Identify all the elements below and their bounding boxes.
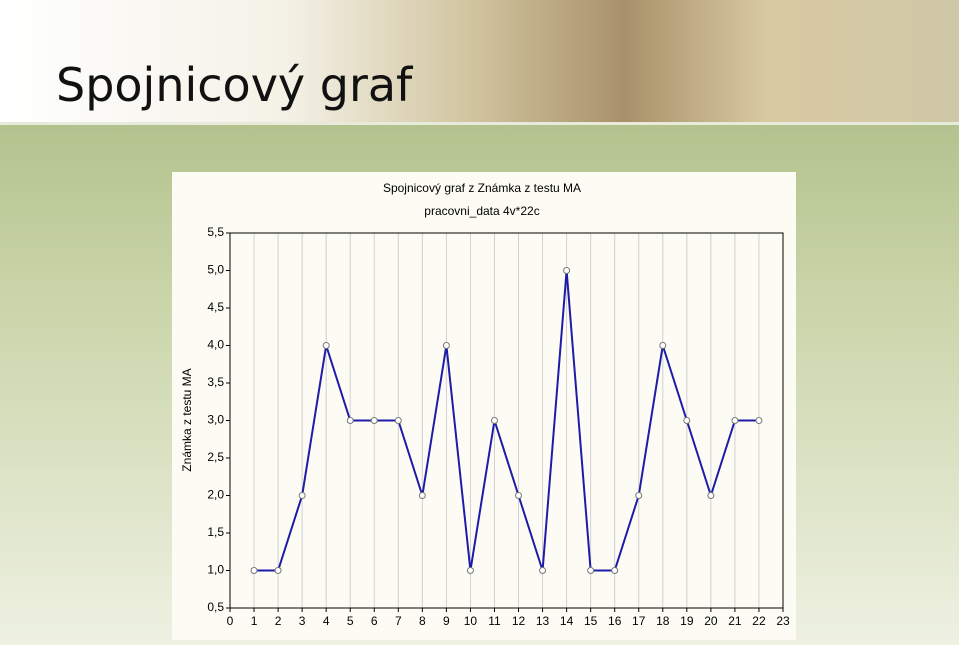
- x-tick-label: 9: [443, 614, 450, 628]
- x-tick-label: 18: [656, 614, 670, 628]
- x-tick-label: 2: [275, 614, 282, 628]
- data-point: [587, 567, 595, 574]
- data-point: [490, 417, 498, 424]
- x-tick-label: 6: [371, 614, 378, 628]
- x-tick-label: 13: [536, 614, 550, 628]
- data-point: [442, 342, 450, 349]
- y-tick-label: 3,5: [207, 375, 224, 389]
- data-line: [254, 270, 759, 572]
- x-tick-label: 16: [608, 614, 622, 628]
- y-axis-label: Známka z testu MA: [180, 368, 194, 471]
- data-point: [563, 267, 571, 274]
- plot-frame: [229, 232, 784, 609]
- data-point: [707, 492, 715, 499]
- x-tick-label: 1: [251, 614, 258, 628]
- x-tick-label: 10: [464, 614, 478, 628]
- data-point: [755, 417, 763, 424]
- data-point: [298, 492, 306, 499]
- data-point: [274, 567, 282, 574]
- data-point: [322, 342, 330, 349]
- x-tick-label: 15: [584, 614, 598, 628]
- x-tick-label: 0: [227, 614, 234, 628]
- y-tick-label: 2,0: [207, 488, 224, 502]
- y-tick-label: 0,5: [207, 600, 224, 614]
- y-tick-label: 5,0: [207, 263, 224, 277]
- y-tick-label: 1,5: [207, 525, 224, 539]
- data-point: [250, 567, 258, 574]
- y-tick-label: 1,0: [207, 563, 224, 577]
- x-tick-label: 8: [419, 614, 426, 628]
- data-point: [370, 417, 378, 424]
- data-point: [539, 567, 547, 574]
- x-tick-label: 21: [728, 614, 742, 628]
- x-tick-label: 11: [488, 614, 501, 628]
- x-tick-label: 20: [704, 614, 718, 628]
- slide-title: Spojnicový graf: [56, 58, 413, 112]
- data-point: [659, 342, 667, 349]
- data-point: [418, 492, 426, 499]
- data-point: [346, 417, 354, 424]
- x-tick-label: 19: [680, 614, 694, 628]
- y-tick-label: 4,0: [207, 338, 224, 352]
- x-tick-label: 4: [323, 614, 330, 628]
- x-tick-label: 23: [776, 614, 790, 628]
- x-tick-label: 14: [560, 614, 574, 628]
- data-point: [515, 492, 523, 499]
- header-banner: [0, 0, 959, 125]
- data-point: [731, 417, 739, 424]
- y-tick-label: 3,0: [207, 413, 224, 427]
- x-tick-label: 3: [299, 614, 306, 628]
- y-tick-label: 4,5: [207, 300, 224, 314]
- x-tick-label: 12: [512, 614, 526, 628]
- x-tick-label: 17: [632, 614, 646, 628]
- data-point: [394, 417, 402, 424]
- x-tick-label: 5: [347, 614, 354, 628]
- y-tick-label: 5,5: [207, 225, 224, 239]
- chart-title: Spojnicový graf z Známka z testu MA: [383, 181, 581, 195]
- data-point: [611, 567, 619, 574]
- y-tick-label: 2,5: [207, 450, 224, 464]
- x-tick-label: 7: [395, 614, 402, 628]
- data-point: [466, 567, 474, 574]
- data-point: [683, 417, 691, 424]
- data-point: [635, 492, 643, 499]
- chart-panel: [172, 172, 796, 640]
- x-tick-label: 22: [752, 614, 766, 628]
- chart-subtitle: pracovni_data 4v*22c: [424, 204, 539, 218]
